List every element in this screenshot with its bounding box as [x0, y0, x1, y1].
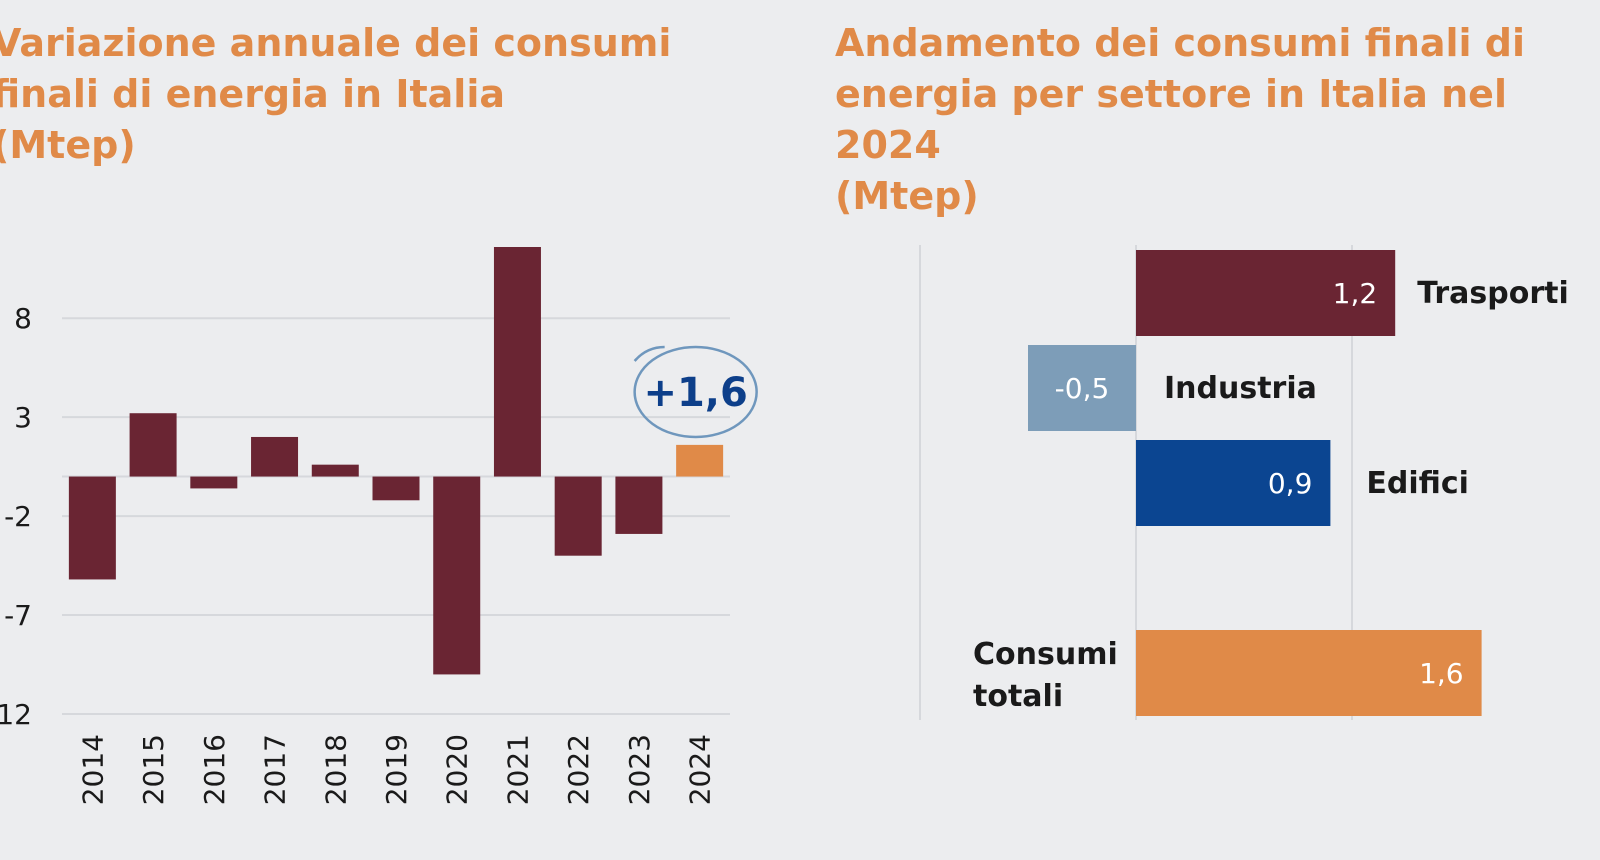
y-tick-label: -12 [0, 698, 32, 731]
callout-value: +1,6 [643, 370, 747, 416]
x-tick-label-2021: 2021 [501, 734, 534, 805]
bar-2022 [554, 476, 602, 556]
category-label-edifici: Edifici [1366, 466, 1469, 501]
bar-trasporti [1136, 250, 1396, 336]
x-tick-label-2017: 2017 [259, 734, 292, 805]
value-label-consumi-totali: 1,6 [1419, 657, 1464, 690]
bar-2017 [251, 436, 299, 477]
y-tick-label: -2 [4, 500, 32, 533]
left-chart-title: Variazione annuale dei consumi finali di… [0, 21, 672, 167]
callout-circle [633, 345, 758, 439]
x-tick-label-2015: 2015 [137, 734, 170, 805]
x-tick-label-2019: 2019 [380, 734, 413, 805]
sector-chart: 1,2 Trasporti -0,5 Industria 0,9 Edifici 1,6 Co… [919, 245, 1569, 720]
bar-2014 [68, 476, 116, 580]
x-tick-label-2022: 2022 [562, 734, 595, 805]
x-tick-label-2020: 2020 [441, 734, 474, 805]
bar-2015 [129, 413, 177, 477]
bar-industria [1028, 345, 1136, 431]
y-tick-label: -7 [4, 599, 32, 632]
x-tick-label-2023: 2023 [623, 734, 656, 805]
bar-2024 [676, 444, 724, 477]
right-chart-title: Andamento dei consumi finali di energia … [835, 21, 1526, 218]
bar-2021 [493, 247, 541, 477]
bar-2020 [433, 476, 481, 675]
bar-2016 [190, 476, 238, 489]
category-label-trasporti: Trasporti [1417, 276, 1569, 311]
category-label-industria: Industria [1164, 371, 1317, 406]
x-tick-label-2018: 2018 [319, 734, 352, 805]
callout-circle-tail [633, 345, 665, 362]
bar-consumi-totali [1136, 630, 1482, 716]
value-label-industria: -0,5 [1055, 372, 1110, 405]
bar-edifici [1136, 440, 1331, 526]
bar-2023 [615, 476, 663, 534]
value-label-trasporti: 1,2 [1333, 277, 1378, 310]
y-tick-label: 8 [14, 302, 32, 335]
category-label-consumi-totali: Consumi totali [973, 637, 1118, 714]
value-label-edifici: 0,9 [1268, 467, 1313, 500]
x-tick-label-2024: 2024 [684, 734, 717, 805]
annual-variation-chart: 8 3 -2 -7 -12 2014 2015 2016 2017 2018 2019 2020 202… [0, 247, 758, 805]
y-tick-label: 3 [14, 401, 32, 434]
bar-2018 [311, 464, 359, 477]
x-tick-label-2016: 2016 [198, 734, 231, 805]
x-tick-label-2014: 2014 [76, 734, 109, 805]
bar-2019 [372, 476, 420, 501]
